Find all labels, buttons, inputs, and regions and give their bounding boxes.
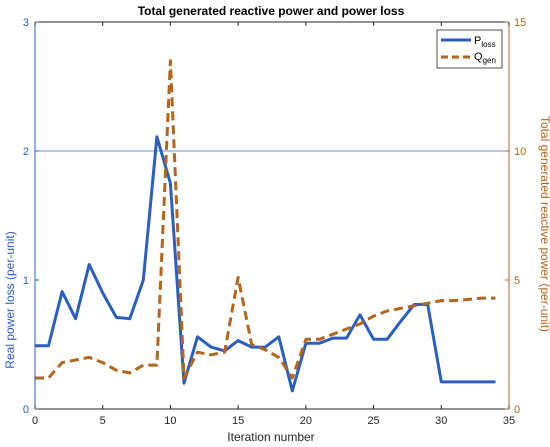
- x-tick-label: 35: [503, 415, 515, 427]
- x-tick-label: 0: [32, 415, 38, 427]
- legend-ploss-name: P: [474, 35, 481, 47]
- chart-title: Total generated reactive power and power…: [138, 4, 405, 18]
- y-axis-right-label: Total generated reactive power (per-unit…: [538, 116, 550, 332]
- y-right-tick-label: 10: [514, 146, 526, 158]
- legend-qgen-subscript: gen: [483, 56, 496, 65]
- series-line-ploss: [35, 135, 496, 393]
- y-right-tick-label: 0: [514, 404, 520, 416]
- legend-label-ploss: Ploss: [474, 35, 496, 49]
- plot-marks: [35, 59, 509, 393]
- series-line-qgen: [35, 59, 496, 380]
- x-tick-label: 10: [164, 415, 176, 427]
- x-tick-label: 5: [100, 415, 106, 427]
- x-tick-label: 20: [300, 415, 312, 427]
- y-left-tick-label: 0: [23, 404, 29, 416]
- y-left-tick-label: 3: [23, 17, 29, 29]
- x-tick-label: 15: [232, 415, 244, 427]
- y-right-tick-label: 15: [514, 17, 526, 29]
- legend-ploss-subscript: loss: [481, 40, 495, 49]
- x-tick-label: 30: [435, 415, 447, 427]
- y-axis-left-label: Real power loss (per-unit): [3, 231, 17, 368]
- plot-area: [35, 22, 509, 409]
- y-right-tick-label: 5: [514, 275, 520, 287]
- y-left-tick-label: 1: [23, 275, 29, 287]
- legend-label-qgen: Qgen: [474, 51, 496, 65]
- x-tick-label: 25: [367, 415, 379, 427]
- x-axis-label: Iteration number: [227, 430, 314, 444]
- legend-qgen-name: Q: [474, 51, 483, 63]
- legend-box: [436, 29, 503, 69]
- y-left-tick-label: 2: [23, 146, 29, 158]
- legend: Ploss Qgen: [436, 29, 503, 69]
